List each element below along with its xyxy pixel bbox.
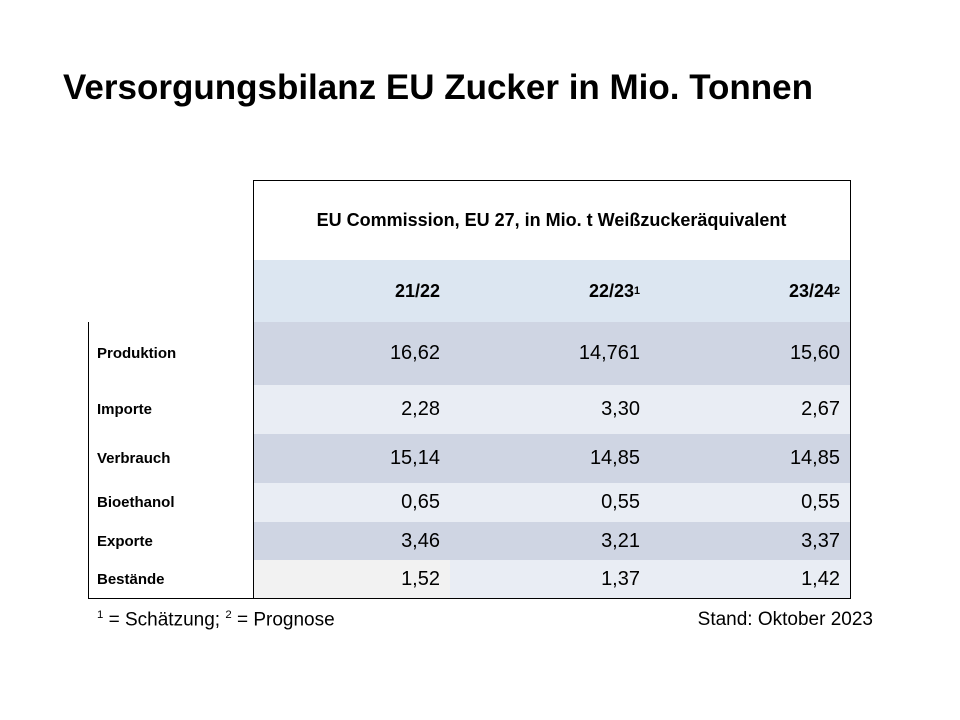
- column-header: 21/22: [253, 260, 450, 322]
- title: Versorgungsbilanz EU Zucker in Mio. Tonn…: [63, 68, 813, 107]
- table-border: [253, 180, 850, 181]
- table-cell: 15,60: [650, 322, 850, 385]
- table-cell: 0,65: [253, 483, 450, 522]
- row-label: Produktion: [88, 322, 253, 385]
- table-cell: 2,28: [253, 385, 450, 434]
- table-cell: 3,46: [253, 522, 450, 560]
- footnote-mark: 1: [97, 609, 104, 621]
- table-cell: 16,62: [253, 322, 450, 385]
- column-header-sup: 1: [633, 285, 640, 297]
- table-border: [850, 180, 851, 599]
- column-header: 22/23 1: [450, 260, 650, 322]
- header-row-bg: [253, 260, 850, 322]
- column-header: 23/24 2: [650, 260, 850, 322]
- table-cell: 1,42: [650, 560, 850, 598]
- table-cell: 3,37: [650, 522, 850, 560]
- table-cell: 14,85: [450, 434, 650, 483]
- footnote-text: = Schätzung;: [103, 609, 226, 631]
- column-header-text: 22/23: [588, 280, 634, 301]
- table-cell: 1,52: [253, 560, 450, 598]
- table-border: [253, 180, 254, 598]
- status: Stand: Oktober 2023: [697, 609, 873, 630]
- column-header-sup: 2: [833, 285, 840, 297]
- table-cell: 14,761: [450, 322, 650, 385]
- column-header-text: 21/22: [394, 280, 440, 301]
- footnote-mark: 2: [225, 609, 232, 621]
- row-label: Bioethanol: [88, 483, 253, 522]
- row-label: Bestände: [88, 560, 253, 598]
- table-cell: 15,14: [253, 434, 450, 483]
- row-label: Exporte: [88, 522, 253, 560]
- table-cell: 0,55: [450, 483, 650, 522]
- table-cell: 14,85: [650, 434, 850, 483]
- table-cell: 1,37: [450, 560, 650, 598]
- row-label: Verbrauch: [88, 434, 253, 483]
- footnote-text: = Prognose: [231, 609, 335, 631]
- table-caption: EU Commission, EU 27, in Mio. t Weißzuck…: [316, 209, 787, 230]
- column-header-text: 23/24: [788, 280, 834, 301]
- table-border: [88, 322, 89, 598]
- footnote: 1 = Schätzung; 2 = Prognose: [97, 609, 335, 631]
- table-cell: 2,67: [650, 385, 850, 434]
- table-border: [88, 598, 851, 599]
- table-cell: 0,55: [650, 483, 850, 522]
- table-cell: 3,30: [450, 385, 650, 434]
- row-label: Importe: [88, 385, 253, 434]
- table-cell: 3,21: [450, 522, 650, 560]
